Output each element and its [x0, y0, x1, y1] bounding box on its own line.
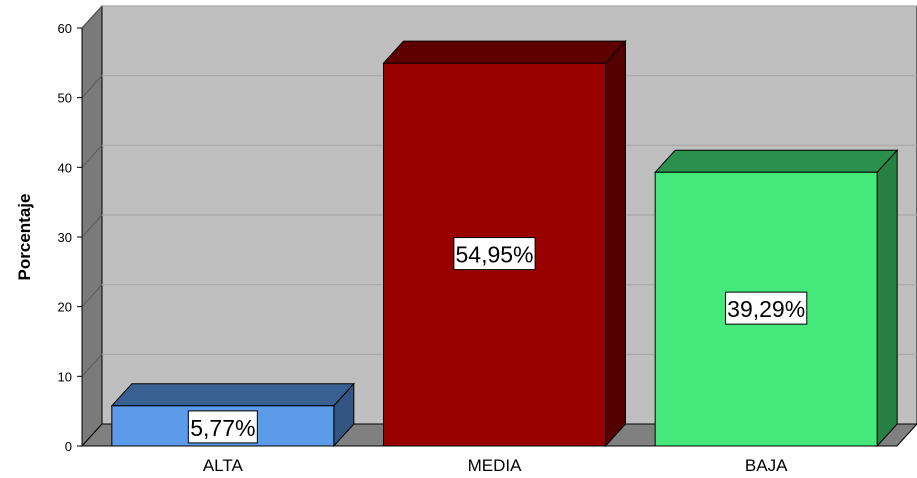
side-gridline-5 [81, 75, 103, 99]
y-tick-label-1: 10 [58, 369, 72, 384]
y-tick-label-6: 60 [58, 21, 72, 36]
x-tick-label-media: MEDIA [468, 456, 523, 475]
data-label-alta: 5,77% [190, 415, 255, 441]
side-gridline-1 [81, 353, 103, 377]
y-axis-label: Porcentaje [15, 194, 34, 281]
y-tick-label-2: 20 [58, 300, 72, 315]
bar-top-media [382, 40, 627, 64]
side-gridline-4 [81, 144, 103, 168]
y-tick-label-0: 0 [65, 439, 72, 454]
data-label-baja: 39,29% [727, 296, 805, 322]
bar-side-media [605, 39, 626, 448]
side-gridline-3 [81, 214, 103, 238]
data-label-box-baja [725, 291, 808, 325]
side-gridline-6 [81, 5, 103, 29]
bar-side-baja [876, 148, 898, 448]
x-tick-label-alta: ALTA [203, 456, 244, 475]
bar-top-alta [110, 383, 355, 407]
data-label-box-alta [187, 410, 258, 444]
side-gridline-2 [81, 284, 103, 308]
y-tick-label-4: 40 [58, 160, 72, 175]
y-tick-label-5: 50 [58, 91, 72, 106]
x-tick-label-baja: BAJA [745, 456, 788, 475]
data-label-box-media [453, 237, 536, 271]
data-label-media: 54,95% [455, 242, 533, 268]
y-tick-label-3: 30 [58, 230, 72, 245]
bar-top-baja [654, 149, 899, 173]
